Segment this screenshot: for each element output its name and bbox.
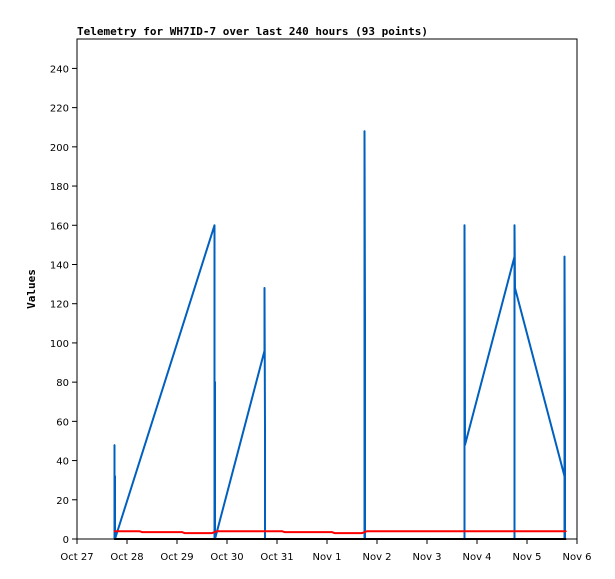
data-point [564,397,566,399]
data-point [333,532,336,534]
data-point [263,287,266,289]
data-point [113,530,116,532]
data-point [513,224,516,227]
x-tick-label: Nov 3 [412,552,441,563]
data-point [214,381,216,383]
data-point [211,532,213,534]
y-tick-label: 40 [56,457,69,468]
y-tick-label: 160 [50,221,69,232]
x-axis: Oct 27 Oct 28 Oct 29 Oct 30 Oct 31 Nov 1 Nov 2… [60,539,592,563]
data-point [565,530,567,532]
y-tick-label: 80 [56,378,69,389]
x-tick-label: Oct 30 [210,552,243,563]
x-tick-label: Nov 4 [462,552,491,563]
y-tick-label: 120 [50,300,69,311]
chart-title: Telemetry for WH7ID-7 over last 240 hour… [77,25,428,38]
y-tick-label: 60 [56,417,69,428]
x-tick-label: Oct 27 [60,552,93,563]
series-line-1 [114,530,566,535]
data-point [283,531,286,533]
data-point [565,538,567,540]
data-point [216,530,218,532]
data-point [463,224,466,227]
data-point [113,444,116,446]
data-point [114,475,116,478]
x-tick-label: Nov 1 [312,552,341,563]
y-axis: 0 20 40 60 80 100 120 140 160 180 200 220 240 [50,64,77,546]
y-tick-label: 20 [56,496,69,507]
data-point [361,532,363,534]
data-point [563,475,566,478]
data-point [513,255,516,258]
x-tick-label: Oct 31 [260,552,293,563]
plot-frame [76,38,578,540]
x-tick-label: Oct 28 [110,552,143,563]
y-tick-label: 100 [50,339,69,350]
data-point [464,444,466,446]
y-tick-label: 200 [50,143,69,154]
data-point [213,224,216,227]
y-axis-label: Values [25,269,38,309]
y-tick-label: 180 [50,182,69,193]
data-point [281,530,283,532]
data-point [514,287,516,289]
data-point [183,532,186,534]
x-tick-label: Nov 6 [562,552,591,563]
y-tick-label: 140 [50,260,69,271]
data-point [181,531,183,533]
y-tick-label: 240 [50,64,69,75]
series-line-0 [113,130,566,540]
data-point [263,350,266,352]
data-point [364,318,366,321]
data-point [563,255,566,258]
data-point [113,538,116,540]
x-tick-label: Nov 5 [512,552,541,563]
y-tick-label: 220 [50,104,69,115]
data-point [264,428,266,431]
x-tick-label: Nov 2 [362,552,391,563]
x-tick-label: Oct 29 [160,552,193,563]
data-point [331,531,333,533]
data-point [141,531,143,533]
data-point [138,530,141,532]
series-layer [113,130,567,540]
data-point [363,130,366,132]
y-tick-label: 0 [63,535,69,546]
data-point [366,530,368,532]
